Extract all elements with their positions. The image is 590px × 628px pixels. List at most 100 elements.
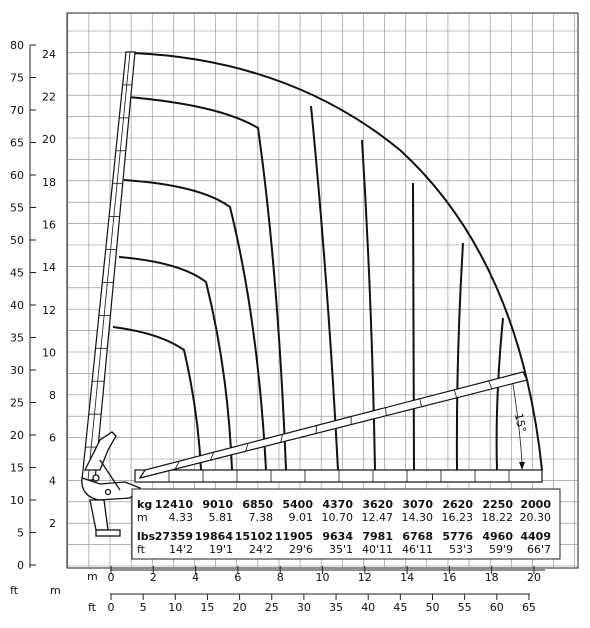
m-axis-tick-label: 20 <box>42 133 56 146</box>
bottom-ft-tick-label: 60 <box>490 601 504 614</box>
table-cell-ft: 46'11 <box>402 543 433 556</box>
ft-axis-tick-label: 70 <box>10 104 24 117</box>
bottom-ft-tick-label: 30 <box>297 601 311 614</box>
m-unit-label-bottom: m <box>87 570 98 583</box>
table-cell-lbs: 6768 <box>402 530 433 543</box>
bottom-m-tick-label: 10 <box>316 571 330 584</box>
table-cell-kg: 12410 <box>155 498 194 511</box>
bottom-ft-tick-label: 15 <box>200 601 214 614</box>
bottom-ft-tick-label: 20 <box>233 601 247 614</box>
bottom-ft-tick-label: 50 <box>426 601 440 614</box>
bottom-ft-tick-label: 65 <box>522 601 536 614</box>
bottom-m-tick-label: 16 <box>442 571 456 584</box>
table-cell-m: 4.33 <box>169 511 194 524</box>
table-cell-m: 7.38 <box>249 511 274 524</box>
table-cell-ft: 59'9 <box>489 543 513 556</box>
table-cell-m: 9.01 <box>289 511 314 524</box>
ft-axis-tick-label: 50 <box>10 234 24 247</box>
table-cell-m: 20.30 <box>520 511 552 524</box>
load-curve-10m <box>113 327 201 470</box>
table-cell-m: 16.23 <box>442 511 474 524</box>
bottom-m-tick-label: 20 <box>527 571 541 584</box>
load-curve-d <box>457 243 463 470</box>
ft-axis-tick-label: 35 <box>10 332 24 345</box>
table-cell-lbs: 19864 <box>195 530 234 543</box>
ft-axis-tick-label: 25 <box>10 397 24 410</box>
bottom-m-tick-label: 12 <box>358 571 372 584</box>
table-cell-kg: 2250 <box>482 498 513 511</box>
ft-axis-tick-label: 5 <box>17 527 24 540</box>
table-cell-m: 10.70 <box>322 511 354 524</box>
bottom-m-tick-label: 6 <box>234 571 241 584</box>
m-axis-tick-label: 8 <box>49 389 56 402</box>
ft-axis-tick-label: 45 <box>10 267 24 280</box>
m-axis-tick-label: 16 <box>42 218 56 231</box>
bottom-ft-tick-label: 35 <box>329 601 343 614</box>
bottom-ft-tick-label: 45 <box>393 601 407 614</box>
chart-frame <box>67 13 578 568</box>
table-cell-ft: 14'2 <box>169 543 193 556</box>
boom-raised <box>82 52 135 480</box>
table-cell-ft: 66'7 <box>527 543 551 556</box>
table-cell-lbs: 4960 <box>482 530 513 543</box>
ft-axis-tick-label: 0 <box>17 559 24 572</box>
table-cell-ft: 40'11 <box>362 543 393 556</box>
bottom-ft-tick-label: 5 <box>140 601 147 614</box>
ft-axis-tick-label: 75 <box>10 72 24 85</box>
load-curve-14m <box>119 257 232 470</box>
m-axis-tick-label: 10 <box>42 346 56 359</box>
bottom-ft-tick-label: 55 <box>458 601 472 614</box>
table-cell-kg: 4370 <box>322 498 353 511</box>
bottom-m-tick-label: 18 <box>485 571 499 584</box>
m-axis-tick-label: 6 <box>49 432 56 445</box>
bottom-ft-tick-label: 0 <box>108 601 115 614</box>
table-cell-ft: 19'1 <box>209 543 233 556</box>
ft-axis-tick-label: 65 <box>10 137 24 150</box>
table-cell-ft: 29'6 <box>289 543 313 556</box>
m-axis-tick-label: 2 <box>49 517 56 530</box>
angle-arrow <box>519 462 525 470</box>
boom-horizontal <box>135 470 542 482</box>
table-cell-lbs: 7981 <box>362 530 393 543</box>
bottom-m-tick-label: 4 <box>192 571 199 584</box>
table-m-label: m <box>137 511 148 524</box>
ft-axis-tick-label: 60 <box>10 169 24 182</box>
m-unit-label-left: m <box>50 584 61 597</box>
m-axis-tick-label: 22 <box>42 91 56 104</box>
table-cell-kg: 6850 <box>242 498 273 511</box>
table-cell-lbs: 27359 <box>155 530 193 543</box>
bottom-ft-tick-label: 25 <box>265 601 279 614</box>
table-cell-lbs: 5776 <box>442 530 473 543</box>
ft-unit-label-bottom: ft <box>88 601 97 614</box>
m-axis-tick-label: 4 <box>49 474 56 487</box>
ft-axis-tick-label: 40 <box>10 299 24 312</box>
table-ft-label: ft <box>137 543 146 556</box>
table-cell-lbs: 15102 <box>235 530 273 543</box>
bottom-ft-tick-label: 10 <box>168 601 182 614</box>
table-cell-kg: 2620 <box>442 498 473 511</box>
bottom-m-tick-label: 14 <box>400 571 414 584</box>
load-curve-c <box>413 183 414 470</box>
m-axis-tick-label: 12 <box>42 304 56 317</box>
bottom-ft-axis-ticks: 0 5 10 15 20 25 30 35 40 45 50 55 60 65 <box>108 594 536 614</box>
bottom-ft-tick-label: 40 <box>361 601 375 614</box>
ft-axis-tick-label: 10 <box>10 494 24 507</box>
bottom-m-tick-label: 2 <box>150 571 157 584</box>
table-cell-m: 14.30 <box>402 511 434 524</box>
table-kg-label: kg <box>137 498 152 511</box>
table-lbs-label: lbs <box>137 530 156 543</box>
ft-axis-tick-label: 15 <box>10 462 24 475</box>
table-cell-kg: 2000 <box>520 498 551 511</box>
table-cell-ft: 53'3 <box>449 543 473 556</box>
m-axis-tick-label: 18 <box>42 176 56 189</box>
ft-axis-tick-label: 55 <box>10 202 24 215</box>
table-cell-m: 5.81 <box>209 511 234 524</box>
table-cell-lbs: 9634 <box>322 530 353 543</box>
table-cell-lbs: 11905 <box>275 530 313 543</box>
angle-label: 15° <box>512 412 529 434</box>
